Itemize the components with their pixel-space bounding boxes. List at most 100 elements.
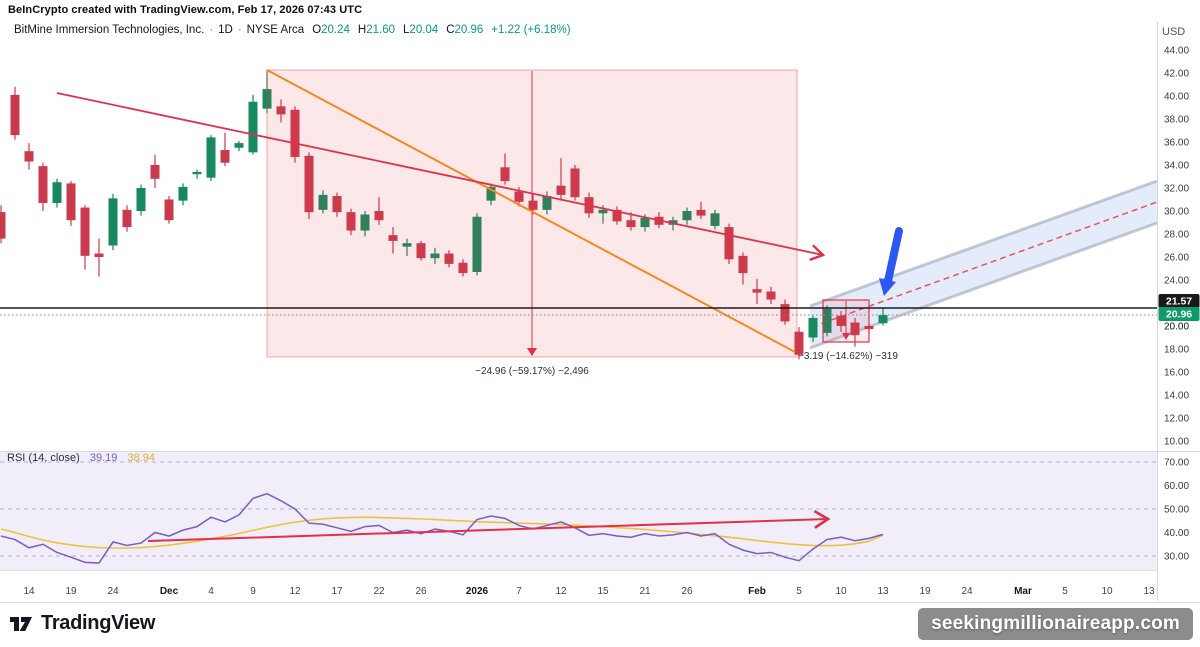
candle	[738, 255, 748, 274]
candle	[822, 308, 832, 333]
time-axis-tick[interactable]: 4	[208, 586, 214, 597]
candle	[178, 186, 188, 201]
rsi-name: RSI	[7, 452, 26, 464]
candle	[52, 182, 62, 203]
high-label: H	[357, 24, 367, 36]
time-axis-tick[interactable]: 21	[639, 586, 651, 597]
candle	[486, 186, 496, 201]
low-label: L	[403, 24, 410, 36]
orange-trendline[interactable]	[266, 69, 796, 353]
price-chip	[1158, 307, 1200, 321]
candle	[598, 209, 608, 214]
candle	[430, 253, 440, 259]
time-axis-tick[interactable]: 10	[1101, 586, 1113, 597]
time-axis-tick[interactable]: 5	[796, 586, 802, 597]
price-axis-tick: 36.00	[1164, 138, 1189, 149]
time-axis-tick[interactable]: 19	[65, 586, 77, 597]
candle	[94, 253, 104, 257]
candle	[878, 314, 888, 324]
price-axis-tick: 16.00	[1164, 368, 1189, 379]
candle	[0, 212, 6, 239]
time-axis-tick[interactable]: Dec	[160, 586, 179, 597]
rsi-axis-tick: 50.00	[1164, 505, 1189, 516]
time-axis-tick[interactable]: 12	[289, 586, 301, 597]
time-axis-tick[interactable]: 24	[961, 586, 973, 597]
channel-top-edge[interactable]	[809, 179, 1158, 308]
price-axis-tick: 40.00	[1164, 92, 1189, 103]
interval-label: 1D	[218, 24, 233, 36]
candle	[318, 194, 328, 210]
candle	[528, 200, 538, 210]
time-axis-tick[interactable]: Feb	[748, 586, 766, 597]
candle	[570, 168, 580, 198]
close-value: 20.96	[454, 24, 484, 36]
red-trendline[interactable]	[56, 92, 826, 261]
time-axis-tick[interactable]: 13	[1143, 586, 1155, 597]
candle	[850, 322, 860, 336]
candle	[780, 304, 790, 322]
candle	[248, 101, 258, 153]
candle	[514, 191, 524, 202]
candle	[206, 137, 216, 178]
time-axis-tick[interactable]: 17	[331, 586, 343, 597]
time-axis-tick[interactable]: 2026	[466, 586, 489, 597]
time-axis-tick[interactable]: 26	[415, 586, 427, 597]
candle	[192, 171, 202, 175]
candle	[220, 150, 230, 163]
time-axis-tick[interactable]: 15	[597, 586, 609, 597]
candle	[164, 199, 174, 221]
candle	[388, 235, 398, 241]
price-axis-tick: 18.00	[1164, 345, 1189, 356]
time-axis-tick[interactable]: 12	[555, 586, 567, 597]
price-axis-tick: 26.00	[1164, 253, 1189, 264]
time-axis-tick[interactable]: 9	[250, 586, 256, 597]
chart-canvas[interactable]: −24.96 (−59.17%) −2,496 −3.19 (−14.62%) −…	[0, 0, 1200, 602]
price-chip	[1158, 294, 1200, 308]
candle	[682, 211, 692, 221]
open-label: O	[312, 24, 322, 36]
rsi-ma-line	[0, 516, 884, 549]
time-axis-tick[interactable]: Mar	[1014, 586, 1032, 597]
time-axis-tick[interactable]: 14	[23, 586, 35, 597]
price-axis-tick: 24.00	[1164, 276, 1189, 287]
candle	[150, 165, 160, 179]
time-axis-tick[interactable]: 10	[835, 586, 847, 597]
candle	[234, 143, 244, 148]
candle	[122, 209, 132, 228]
rsi-axis-tick: 70.00	[1164, 458, 1189, 469]
rsi-trendline[interactable]	[147, 509, 831, 542]
candle	[710, 213, 720, 226]
candle	[556, 185, 566, 195]
candle	[696, 209, 706, 216]
currency-label[interactable]: USD	[1162, 26, 1186, 38]
candle	[724, 227, 734, 260]
time-axis-tick[interactable]: 22	[373, 586, 385, 597]
candle	[80, 207, 90, 256]
change-value: +1.22 (+6.18%)	[491, 24, 571, 36]
candle	[836, 315, 846, 326]
candle	[276, 106, 286, 115]
rsi-axis-tick: 40.00	[1164, 528, 1189, 539]
time-axis-tick[interactable]: 5	[1062, 586, 1068, 597]
candle	[332, 196, 342, 213]
time-axis-tick[interactable]: 24	[107, 586, 119, 597]
price-axis-tick: 12.00	[1164, 414, 1189, 425]
rsi-pane[interactable]	[0, 452, 1157, 570]
time-axis-tick[interactable]: 7	[516, 586, 522, 597]
legend-separator: ·	[209, 24, 214, 36]
candle	[290, 109, 300, 157]
price-range-label-large: −24.96 (−59.17%) −2,496	[475, 366, 589, 377]
symbol-legend[interactable]: BitMine Immersion Technologies, Inc. · 1D ·…	[14, 24, 571, 36]
time-axis-tick[interactable]: 13	[877, 586, 889, 597]
time-axis-tick[interactable]: 19	[919, 586, 931, 597]
rsi-axis-tick: 30.00	[1164, 552, 1189, 563]
low-value: 20.04	[409, 24, 439, 36]
rsi-indicator-legend[interactable]: RSI (14, close) 39.19 38.94	[7, 452, 155, 464]
tradingview-logo[interactable]: TradingView	[8, 612, 155, 635]
blue-arrow-shaft[interactable]	[884, 227, 903, 285]
time-axis-tick[interactable]: 26	[681, 586, 693, 597]
price-range-arrowhead	[527, 348, 537, 356]
rsi-value: 39.19	[89, 452, 118, 464]
candle	[472, 216, 482, 272]
